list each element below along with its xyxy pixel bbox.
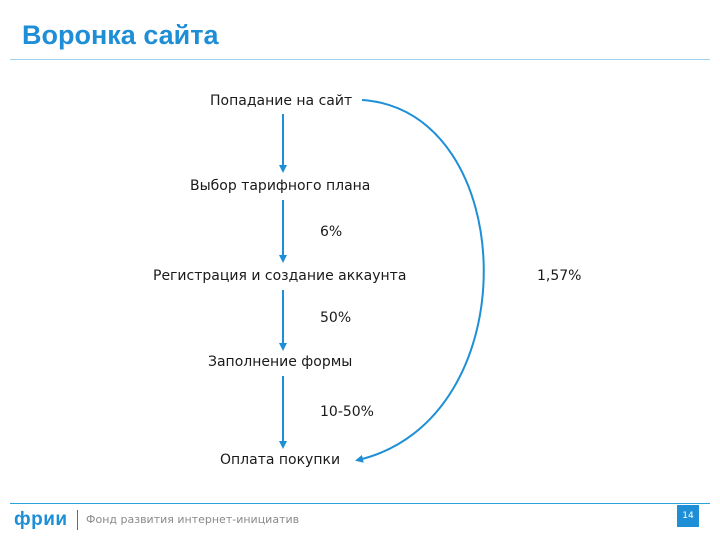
conversion-registration-to-form: 50% (320, 310, 352, 326)
footer-tagline: Фонд развития интернет-инициатив (86, 513, 300, 526)
page-number: 14 (677, 505, 699, 527)
frii-logo: фрии (14, 509, 68, 530)
funnel-step-payment: Оплата покупки (220, 452, 341, 468)
logo-separator (77, 510, 78, 530)
conversion-plan-to-registration: 6% (320, 224, 343, 240)
slide-title: Воронка сайта (22, 20, 219, 50)
overall-conversion-arc (355, 99, 485, 463)
funnel-step-plan-choice: Выбор тарифного плана (190, 178, 371, 194)
footer-divider (10, 503, 710, 504)
funnel-step-form: Заполнение формы (208, 354, 353, 370)
title-divider (10, 59, 710, 60)
conversion-form-to-payment: 10-50% (320, 404, 374, 420)
funnel-step-registration: Регистрация и создание аккаунта (153, 268, 407, 284)
funnel-step-visit: Попадание на сайт (210, 93, 353, 109)
overall-conversion-value: 1,57% (537, 268, 582, 284)
